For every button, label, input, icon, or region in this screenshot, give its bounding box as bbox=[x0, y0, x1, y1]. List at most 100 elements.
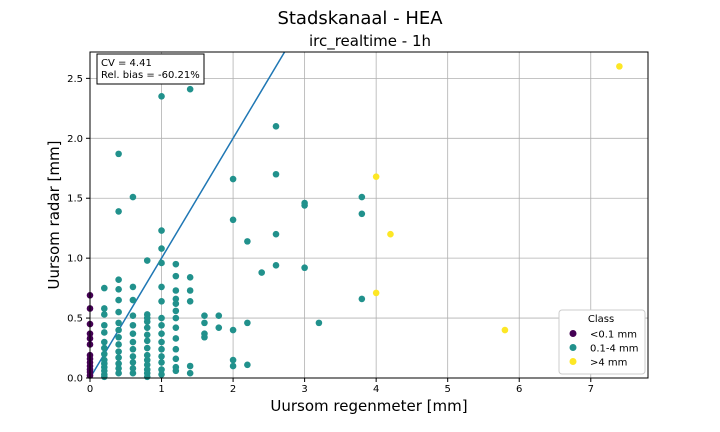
data-point bbox=[315, 319, 323, 327]
data-point bbox=[372, 173, 380, 180]
legend-marker bbox=[569, 330, 577, 337]
legend-title: Class bbox=[588, 314, 614, 325]
y-tick-label: 2.0 bbox=[67, 134, 83, 145]
data-point bbox=[129, 321, 137, 329]
data-point bbox=[158, 314, 165, 322]
data-point bbox=[129, 283, 137, 291]
legend-label: <0.1 mm bbox=[590, 330, 637, 341]
data-point bbox=[244, 319, 251, 327]
data-point bbox=[158, 245, 165, 252]
data-point bbox=[115, 150, 122, 158]
data-point bbox=[115, 341, 122, 348]
data-point bbox=[172, 272, 180, 280]
data-point bbox=[272, 123, 280, 130]
y-tick-label: 1.0 bbox=[67, 254, 83, 265]
data-point bbox=[115, 348, 122, 355]
data-point bbox=[186, 369, 194, 377]
y-tick-label: 0.5 bbox=[67, 314, 83, 325]
data-point bbox=[143, 356, 151, 364]
data-point bbox=[358, 210, 366, 218]
data-point bbox=[158, 345, 165, 353]
data-point bbox=[101, 311, 108, 318]
data-point bbox=[129, 369, 137, 377]
data-point bbox=[272, 262, 280, 269]
data-point bbox=[172, 355, 180, 363]
y-tick-label: 0.0 bbox=[67, 374, 83, 385]
data-point bbox=[158, 338, 165, 346]
data-point bbox=[186, 297, 194, 305]
data-point bbox=[301, 202, 308, 209]
data-point bbox=[186, 85, 194, 93]
x-tick-label: 7 bbox=[588, 384, 594, 395]
data-point bbox=[129, 345, 137, 353]
data-point bbox=[115, 276, 122, 284]
data-point bbox=[186, 274, 194, 281]
data-point bbox=[101, 373, 108, 381]
data-point bbox=[115, 296, 122, 304]
data-point bbox=[115, 308, 122, 316]
data-point bbox=[172, 287, 180, 294]
legend-frame bbox=[558, 309, 646, 375]
data-point bbox=[101, 305, 108, 312]
legend: Class <0.1 mm 0.1-4 mm >4 mm bbox=[558, 309, 646, 375]
x-tick-label: 2 bbox=[230, 384, 236, 395]
plot-area-frame bbox=[89, 51, 649, 379]
data-point bbox=[201, 312, 208, 319]
data-point bbox=[115, 369, 122, 377]
data-point bbox=[143, 344, 151, 352]
stats-bias: Rel. bias = -60.21% bbox=[101, 70, 200, 81]
data-point bbox=[143, 373, 151, 381]
data-point bbox=[158, 259, 165, 267]
legend-label: 0.1-4 mm bbox=[590, 344, 639, 355]
data-point bbox=[172, 314, 180, 322]
data-point bbox=[229, 362, 237, 370]
data-point bbox=[129, 312, 137, 319]
data-point bbox=[172, 260, 180, 268]
legend-label: >4 mm bbox=[590, 358, 627, 369]
data-point bbox=[172, 335, 180, 342]
y-axis-label: Uursom radar [mm] bbox=[45, 141, 63, 290]
data-point bbox=[172, 345, 180, 353]
data-point bbox=[172, 324, 180, 331]
data-point bbox=[129, 338, 137, 346]
data-point bbox=[101, 321, 108, 329]
data-point bbox=[158, 366, 165, 373]
data-point bbox=[244, 238, 251, 245]
data-point bbox=[158, 371, 165, 378]
data-point bbox=[215, 312, 223, 319]
data-point bbox=[101, 338, 108, 346]
data-point bbox=[358, 193, 366, 201]
data-point bbox=[172, 307, 180, 315]
data-point bbox=[115, 208, 122, 215]
x-tick-label: 4 bbox=[373, 384, 379, 395]
x-tick-label: 6 bbox=[516, 384, 522, 395]
stats-cv: CV = 4.41 bbox=[101, 58, 152, 69]
chart-title: Stadskanaal - HEA bbox=[277, 8, 443, 29]
x-tick-label: 3 bbox=[301, 384, 307, 395]
axis-ticks: 0 1 2 3 4 5 6 7 0.0 0.5 1.0 1.5 2.0 2.5 bbox=[67, 74, 594, 395]
legend-marker bbox=[569, 344, 577, 351]
data-point bbox=[201, 319, 208, 327]
data-point bbox=[158, 353, 165, 360]
data-point bbox=[115, 286, 122, 293]
data-point bbox=[101, 350, 108, 358]
data-point bbox=[143, 351, 151, 359]
data-point bbox=[115, 326, 122, 334]
data-point bbox=[143, 318, 151, 325]
data-point bbox=[115, 360, 122, 367]
x-tick-label: 0 bbox=[87, 384, 93, 395]
data-point bbox=[143, 361, 151, 369]
data-point bbox=[158, 227, 165, 234]
data-point bbox=[229, 216, 237, 224]
data-point bbox=[158, 359, 165, 366]
grid bbox=[89, 52, 648, 379]
x-tick-label: 1 bbox=[158, 384, 164, 395]
data-point bbox=[115, 354, 122, 361]
data-point bbox=[229, 326, 237, 334]
data-point bbox=[387, 230, 394, 238]
y-tick-label: 1.5 bbox=[67, 194, 83, 205]
data-points bbox=[86, 63, 623, 381]
data-point bbox=[129, 353, 137, 360]
data-point bbox=[101, 344, 108, 352]
